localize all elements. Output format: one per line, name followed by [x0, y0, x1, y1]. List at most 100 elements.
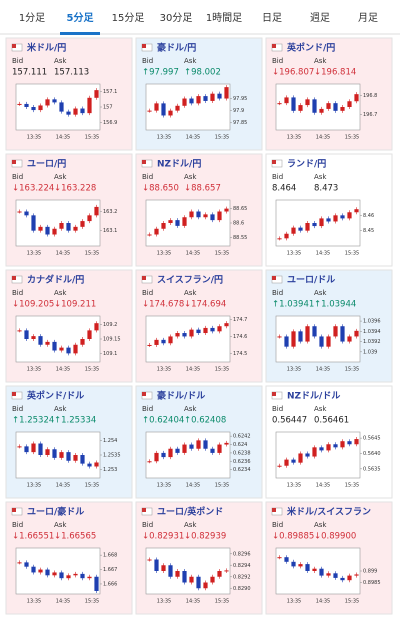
panel[interactable]: ユーロ/円 Bid Ask↓163.224 ↓163.228 163.2 163.1 13:…: [5, 153, 133, 267]
panel[interactable]: ユーロ/ドル Bid Ask↑1.03941 ↑1.03944 1.0396 1.0394…: [265, 269, 393, 383]
x-tick-label: 15:35: [85, 483, 99, 489]
candle: [347, 101, 352, 107]
y-tick-label: 0.6242: [233, 434, 251, 440]
x-tick-label: 15:35: [345, 251, 359, 257]
candle: [94, 323, 99, 331]
pair-name: ユーロ/豪ドル: [27, 506, 84, 518]
y-tick-label: 0.5640: [363, 451, 381, 457]
candle: [161, 339, 166, 344]
candle: [45, 449, 50, 455]
y-tick-label: 163.1: [103, 228, 117, 234]
ask-label: Ask: [314, 57, 327, 65]
candle: [80, 339, 85, 345]
candle: [298, 227, 303, 231]
y-tick-label: 1.668: [103, 553, 117, 559]
pair-name: ユーロ/英ポンド: [157, 506, 223, 518]
candle: [52, 572, 57, 576]
y-tick-label: 1.254: [103, 438, 117, 444]
y-tick-label: 0.8296: [233, 551, 251, 557]
candle: [298, 105, 303, 111]
candle: [333, 215, 338, 222]
candle: [354, 209, 359, 213]
chart-box: [275, 315, 361, 363]
tab[interactable]: 週足: [310, 12, 330, 24]
flag-mark: [12, 276, 16, 280]
panel[interactable]: NZドル/ドル Bid Ask 0.56447 0.56461 0.5645 0.5640 0…: [265, 385, 393, 499]
tab[interactable]: 日足: [262, 12, 282, 24]
candle: [217, 326, 222, 332]
candle: [305, 326, 310, 342]
candle: [38, 226, 43, 231]
candle: [80, 573, 85, 579]
candle: [312, 447, 317, 457]
panel[interactable]: カナダドル/円 Bid Ask↓109.205 ↓109.211 109.2 109.15…: [5, 269, 133, 383]
bid-label: Bid: [12, 289, 23, 297]
candle: [87, 330, 92, 339]
chart-box: [275, 199, 361, 247]
bid-price: ↓174.678: [142, 300, 184, 310]
pair-name: ランド/円: [287, 159, 326, 170]
candle: [298, 331, 303, 342]
candle: [347, 441, 352, 445]
candle: [31, 107, 36, 111]
y-tick-label: 1.0394: [363, 329, 381, 335]
candle: [59, 223, 64, 229]
candle: [38, 336, 43, 345]
candle: [291, 561, 296, 567]
y-tick-label: 1.0396: [363, 319, 381, 325]
candle: [66, 111, 71, 115]
tab-underline: [60, 32, 100, 35]
candle: [224, 442, 229, 445]
candle: [277, 557, 282, 559]
panel[interactable]: 豪ドル/ドル Bid Ask↑0.62404 ↑0.62408 0.6242 0.624 0…: [135, 385, 263, 499]
candle: [73, 455, 78, 461]
candle: [24, 562, 29, 567]
x-tick-label: 14:35: [56, 251, 70, 257]
candle: [175, 220, 180, 226]
bid-price: 0.56447: [272, 416, 307, 426]
ask-label: Ask: [314, 289, 327, 297]
panel[interactable]: 豪ドル/円 Bid Ask ↑97.997 ↑98.002 97.95 97.9 97.85 1…: [135, 37, 263, 151]
x-tick-label: 14:35: [56, 599, 70, 605]
ask-price: ↓174.694: [184, 300, 226, 310]
panel[interactable]: スイスフラン/円 Bid Ask↓174.678 ↓174.694 174.7 174.6…: [135, 269, 263, 383]
panel[interactable]: ユーロ/英ポンド Bid Ask↓0.82931 ↓0.82939 0.8296 0.82…: [135, 501, 263, 615]
candle: [66, 347, 71, 354]
ask-price: ↑1.03944: [314, 300, 356, 310]
tab[interactable]: 15分足: [112, 12, 145, 24]
candle: [189, 98, 194, 104]
candle: [217, 211, 222, 221]
tab[interactable]: 30分足: [160, 12, 193, 24]
candle: [196, 576, 201, 589]
candle: [17, 103, 22, 105]
candle: [340, 577, 345, 581]
tab[interactable]: 月足: [358, 12, 378, 24]
x-tick-label: 14:35: [186, 483, 200, 489]
candle: [312, 326, 317, 337]
tab[interactable]: 5分足: [67, 11, 95, 24]
tab[interactable]: 1時間足: [206, 12, 242, 24]
x-tick-label: 13:35: [27, 483, 41, 489]
candle: [319, 568, 324, 576]
ask-price: 157.113: [54, 68, 89, 78]
candle: [147, 559, 152, 561]
candle: [94, 576, 99, 591]
tab[interactable]: 1分足: [19, 12, 45, 24]
candle: [277, 336, 282, 338]
candle: [305, 223, 310, 231]
flag-mark: [272, 392, 276, 396]
candle: [319, 447, 324, 451]
bid-label: Bid: [142, 289, 153, 297]
panel[interactable]: NZドル/円 Bid Ask ↓88.650 ↓88.657 88.65 88.6 88.55…: [135, 153, 263, 267]
candle: [305, 99, 310, 106]
candle: [38, 443, 43, 455]
panel[interactable]: ユーロ/豪ドル Bid Ask↓1.66551 ↓1.66565 1.668 1.667 1…: [5, 501, 133, 615]
candle: [291, 459, 296, 463]
y-tick-label: 88.6: [233, 221, 244, 227]
panel[interactable]: ランド/円 Bid Ask 8.464 8.473 8.46 8.45 13:35 14:35 1…: [265, 153, 393, 267]
y-tick-label: 0.5635: [363, 466, 381, 472]
